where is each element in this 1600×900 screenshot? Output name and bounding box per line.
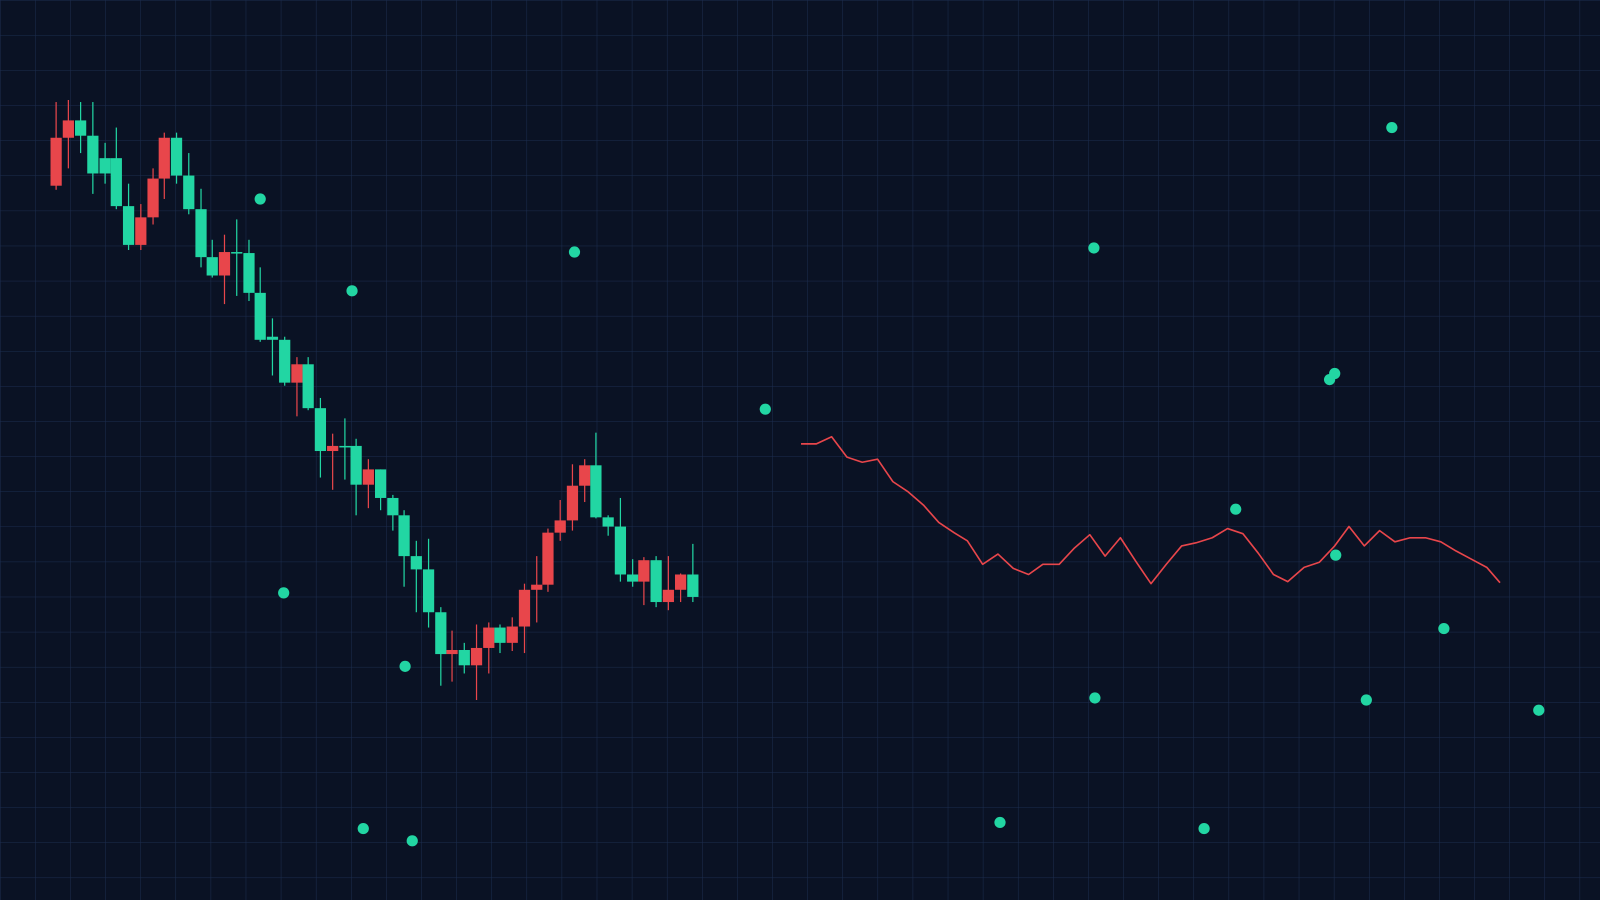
candle-body [110,158,122,207]
candle-body [62,120,74,138]
candle-body [554,520,566,533]
candle-body [579,465,591,486]
candle-body [206,257,218,276]
candle-body [650,560,662,603]
candle-body [542,532,554,585]
scatter-point [1438,622,1450,635]
candle-body [291,364,303,383]
candle-body [158,137,170,179]
candle-body [387,497,399,516]
candle-body [675,574,687,590]
candle-body [458,650,470,666]
scatter-point [1330,549,1342,561]
candle-body [506,626,518,643]
scatter-point [399,660,411,672]
candle-body [350,445,362,485]
candle-body [410,556,422,570]
candle-body [494,627,506,643]
scatter-point [1230,503,1242,515]
candle-body [627,574,639,582]
candle-body [99,158,111,174]
candle-body [254,292,266,340]
scatter-point [278,587,290,599]
scatter-point [568,246,581,258]
candle-body [602,517,614,527]
candle-body [327,445,339,452]
candle-body [135,217,147,245]
candle-body [231,252,243,254]
candle-body [50,137,62,186]
scatter-point [1088,242,1100,254]
candle-body [362,469,374,485]
scatter-point [1198,822,1210,835]
scatter-point [254,193,266,205]
candle-body [266,336,279,340]
candle-body [279,339,291,383]
candle-body [662,589,674,603]
line-series [801,435,1501,585]
candle-body [218,252,231,276]
candle-body [243,253,255,293]
scatter-point [1533,704,1545,716]
candle-body [614,526,627,575]
candle-body [435,612,447,655]
candle-body [339,445,351,448]
candle-body [422,569,435,613]
candle-body [183,175,195,210]
candle-body [87,135,99,174]
candle-body [314,408,327,452]
scatter-point [346,285,358,297]
scatter-point [1360,694,1372,706]
candle-body [195,209,207,258]
candle-body [566,485,579,521]
candle-body [147,178,159,218]
candle-body [590,465,602,518]
scatter-point [406,835,418,847]
candle-body [302,364,314,409]
scatter-point [759,403,771,415]
candle-body [170,137,183,176]
candle-body [638,560,650,582]
candle-body [375,469,387,498]
scatter-point [994,816,1006,829]
candle-body [75,120,87,136]
scatter-point [1386,121,1398,134]
candle-body [518,589,531,627]
candle-body [470,647,483,666]
candle-body [483,627,495,648]
scatter-point [1329,367,1341,380]
candle-body [687,574,699,597]
candle-body [446,650,458,655]
candle-body [531,584,543,590]
candle-body [122,206,135,245]
scatter-point [1089,692,1101,704]
candle-body [398,515,410,557]
scatter-point [357,822,369,835]
